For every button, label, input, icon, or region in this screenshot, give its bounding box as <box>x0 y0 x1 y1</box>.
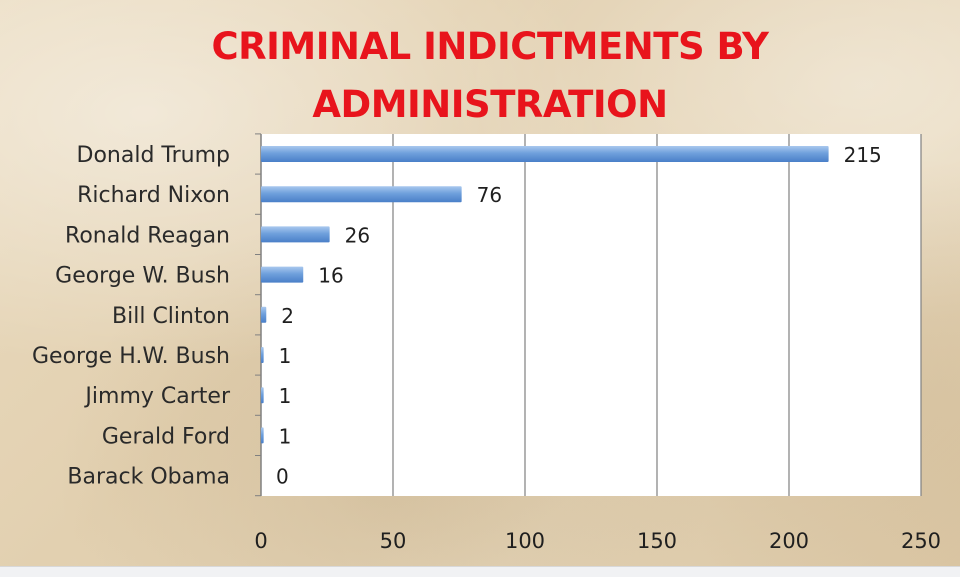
category-label: Barack Obama <box>67 465 230 490</box>
category-label: Gerald Ford <box>102 424 230 449</box>
category-label: George W. Bush <box>55 264 230 289</box>
bar-ronald-reagan <box>261 226 330 243</box>
category-label: Bill Clinton <box>112 304 230 329</box>
value-label: 1 <box>279 424 292 448</box>
value-label: 0 <box>276 465 289 489</box>
bar-gerald-ford <box>261 427 264 444</box>
bar-richard-nixon <box>261 186 462 203</box>
x-tick-label-200: 200 <box>769 529 809 553</box>
category-label: Donald Trump <box>77 143 230 168</box>
value-label: 1 <box>279 384 292 408</box>
chart-title-line-1: CRIMINAL INDICTMENTS BY <box>211 25 769 68</box>
bar-george-w-bush <box>261 266 304 283</box>
value-label: 76 <box>477 183 502 207</box>
value-label: 215 <box>844 143 882 167</box>
category-label: Richard Nixon <box>77 183 230 208</box>
x-tick-label-100: 100 <box>505 529 545 553</box>
bar-jimmy-carter <box>261 387 264 404</box>
value-label: 16 <box>318 264 343 288</box>
value-label: 26 <box>345 223 370 247</box>
x-tick-label-250: 250 <box>901 529 941 553</box>
x-tick-label-150: 150 <box>637 529 677 553</box>
chart-title: CRIMINAL INDICTMENTS BY ADMINISTRATION <box>190 18 790 134</box>
category-label: Ronald Reagan <box>65 223 230 248</box>
bar-george-h-w-bush <box>261 347 264 363</box>
bottom-strip <box>0 566 960 577</box>
x-tick-label-50: 50 <box>380 529 407 553</box>
value-label: 1 <box>279 344 292 368</box>
category-label: George H.W. Bush <box>32 344 230 369</box>
category-label: Jimmy Carter <box>83 384 231 409</box>
bar-donald-trump <box>261 146 829 162</box>
bar-bill-clinton <box>261 306 267 323</box>
chart-title-line-2: ADMINISTRATION <box>312 83 668 126</box>
value-label: 2 <box>281 304 294 328</box>
x-tick-label-0: 0 <box>254 529 267 553</box>
